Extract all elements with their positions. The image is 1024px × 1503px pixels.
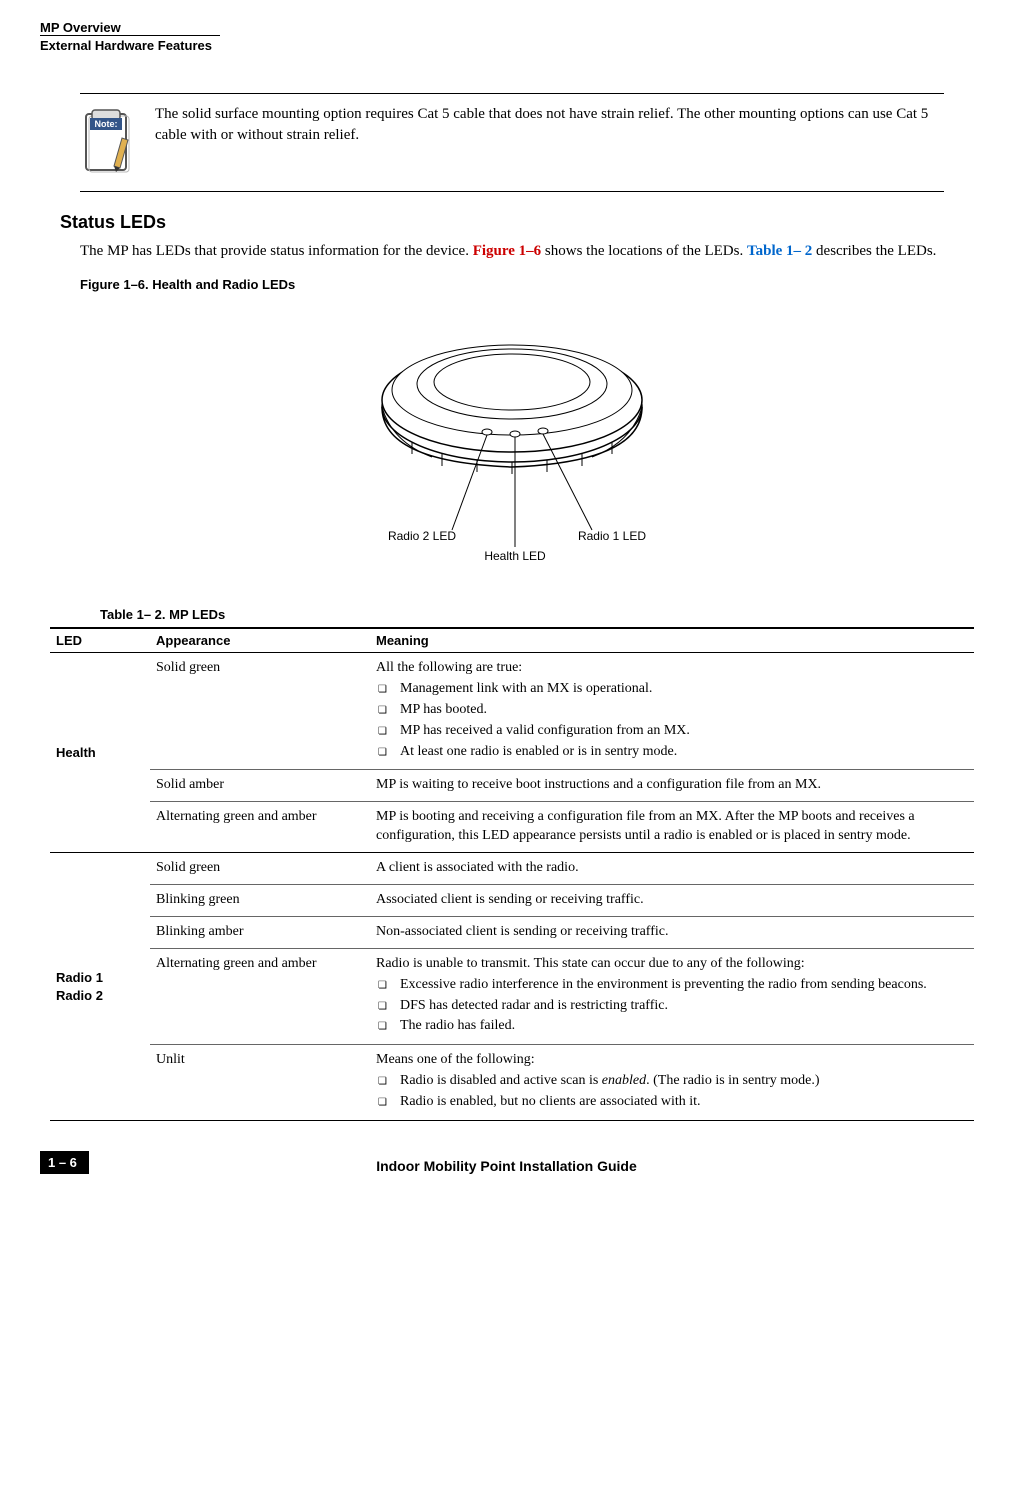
note-block: Note: The solid surface mounting option … bbox=[80, 93, 944, 192]
text: enabled bbox=[602, 1073, 646, 1088]
col-meaning: Meaning bbox=[370, 628, 974, 653]
footer-title: Indoor Mobility Point Installation Guide bbox=[89, 1158, 924, 1174]
cell-meaning: Associated client is sending or receivin… bbox=[370, 885, 974, 917]
text: Radio 2 bbox=[56, 988, 103, 1003]
table-caption: Table 1– 2. MP LEDs bbox=[100, 607, 944, 622]
text: Radio is unable to transmit. This state … bbox=[376, 956, 805, 971]
diagram-label-health: Health LED bbox=[484, 549, 546, 563]
cell-appearance: Unlit bbox=[150, 1045, 370, 1121]
cell-meaning: MP is booting and receiving a configurat… bbox=[370, 802, 974, 853]
bullet: Excessive radio interference in the envi… bbox=[396, 976, 968, 995]
figure-ref-link[interactable]: Figure 1–6 bbox=[473, 243, 541, 259]
cell-meaning: A client is associated with the radio. bbox=[370, 853, 974, 885]
para-text: The MP has LEDs that provide status info… bbox=[80, 243, 473, 259]
cell-appearance: Solid amber bbox=[150, 770, 370, 802]
cell-meaning: All the following are true: Management l… bbox=[370, 653, 974, 770]
row-radio-label: Radio 1 Radio 2 bbox=[50, 853, 150, 1121]
bullet: MP has received a valid configuration fr… bbox=[396, 722, 968, 741]
note-clipboard-icon: Note: bbox=[80, 104, 140, 181]
text: Radio is disabled and active scan is bbox=[400, 1073, 602, 1088]
col-led: LED bbox=[50, 628, 150, 653]
bullet: Radio is enabled, but no clients are ass… bbox=[396, 1093, 968, 1112]
cell-appearance: Solid green bbox=[150, 653, 370, 770]
header-section: External Hardware Features bbox=[40, 35, 220, 53]
note-text: The solid surface mounting option requir… bbox=[155, 104, 944, 146]
para-text: describes the LEDs. bbox=[812, 243, 936, 259]
led-table: LED Appearance Meaning Health Solid gree… bbox=[50, 627, 974, 1121]
page-footer: 1 – 6 Indoor Mobility Point Installation… bbox=[40, 1151, 984, 1174]
note-label: Note: bbox=[95, 119, 118, 129]
col-appearance: Appearance bbox=[150, 628, 370, 653]
cell-appearance: Blinking amber bbox=[150, 916, 370, 948]
diagram-label-radio2: Radio 2 LED bbox=[388, 529, 456, 543]
cell-appearance: Blinking green bbox=[150, 885, 370, 917]
table-ref-link[interactable]: Table 1– 2 bbox=[747, 243, 812, 259]
row-health-label: Health bbox=[50, 653, 150, 853]
page-number: 1 – 6 bbox=[40, 1151, 89, 1174]
text: . (The radio is in sentry mode.) bbox=[646, 1073, 819, 1088]
header-chapter: MP Overview bbox=[40, 20, 984, 35]
diagram-label-radio1: Radio 1 LED bbox=[578, 529, 646, 543]
cell-meaning: Radio is unable to transmit. This state … bbox=[370, 948, 974, 1045]
text: Means one of the following: bbox=[376, 1052, 535, 1067]
intro-paragraph: The MP has LEDs that provide status info… bbox=[80, 241, 944, 262]
cell-appearance: Alternating green and amber bbox=[150, 802, 370, 853]
text: Radio 1 bbox=[56, 970, 103, 985]
bullet: Management link with an MX is operationa… bbox=[396, 680, 968, 699]
text: All the following are true: bbox=[376, 660, 522, 675]
cell-appearance: Solid green bbox=[150, 853, 370, 885]
figure-caption: Figure 1–6. Health and Radio LEDs bbox=[80, 277, 944, 292]
section-heading: Status LEDs bbox=[60, 212, 984, 233]
bullet: MP has booted. bbox=[396, 701, 968, 720]
bullet: Radio is disabled and active scan is ena… bbox=[396, 1072, 968, 1091]
cell-meaning: Non-associated client is sending or rece… bbox=[370, 916, 974, 948]
cell-appearance: Alternating green and amber bbox=[150, 948, 370, 1045]
cell-meaning: Means one of the following: Radio is dis… bbox=[370, 1045, 974, 1121]
para-text: shows the locations of the LEDs. bbox=[541, 243, 747, 259]
device-diagram: Radio 2 LED Radio 1 LED Health LED bbox=[40, 312, 984, 577]
bullet: The radio has failed. bbox=[396, 1017, 968, 1036]
cell-meaning: MP is waiting to receive boot instructio… bbox=[370, 770, 974, 802]
bullet: At least one radio is enabled or is in s… bbox=[396, 743, 968, 762]
bullet: DFS has detected radar and is restrictin… bbox=[396, 997, 968, 1016]
